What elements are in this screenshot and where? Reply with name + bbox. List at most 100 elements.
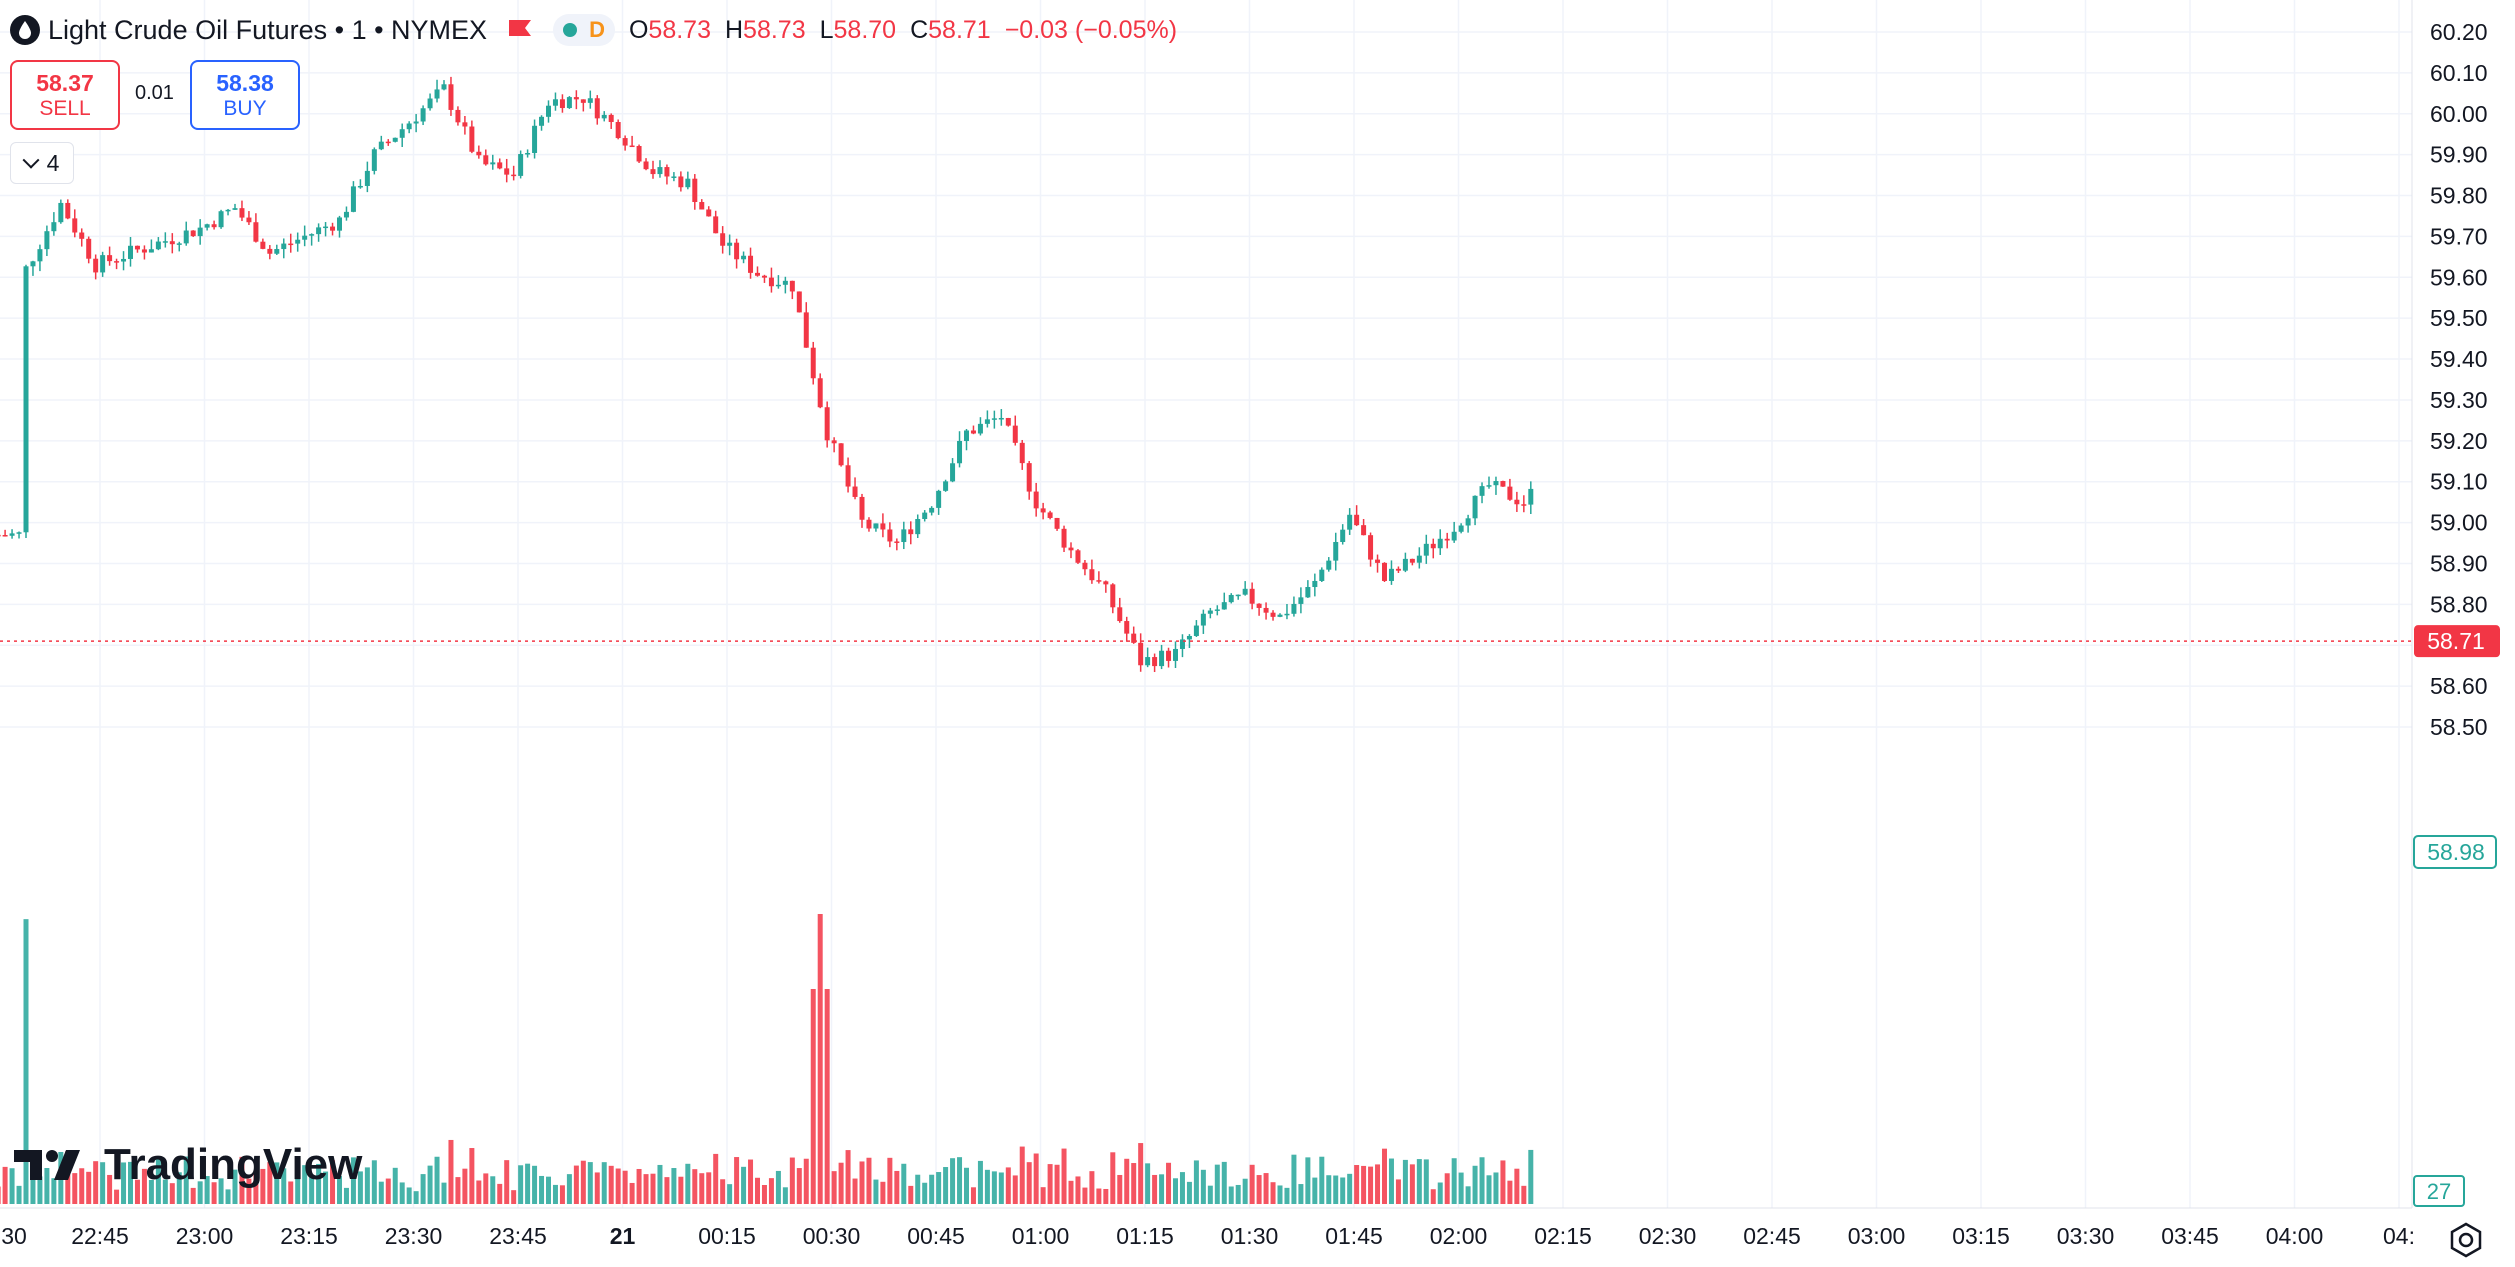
candle-body [357,185,363,188]
candle-body [1242,588,1248,595]
candle-body [622,138,628,146]
candle-body [134,245,140,250]
volume-bar [343,1187,349,1204]
x-tick-label: 00:15 [698,1223,756,1249]
candle-body [141,249,147,253]
candle-body [316,227,322,235]
symbol-title[interactable]: Light Crude Oil Futures • 1 • NYMEX [48,14,488,45]
candle-body [392,137,398,142]
y-tick-label: 59.40 [2430,346,2488,372]
volume-bar [1340,1177,1346,1204]
candle-body [1117,607,1123,622]
x-tick-label: 01:15 [1116,1223,1174,1249]
volume-bar [1395,1179,1401,1204]
indicators-toggle[interactable]: 4 [10,142,74,184]
volume-bar [1354,1165,1360,1204]
x-tick-label: 23:45 [489,1223,547,1249]
candle-body [566,97,572,109]
volume-bar [1221,1161,1227,1204]
volume-bar [964,1167,969,1204]
volume-bar [845,1150,851,1204]
volume-bar [30,1160,36,1204]
y-tick-label: 59.50 [2430,305,2488,331]
candle-body [455,109,461,123]
candle-body [295,239,301,244]
volume-bar [1270,1182,1276,1204]
candle-body [782,280,788,285]
volume-bar [1005,1167,1011,1204]
volume-bar [880,1181,886,1204]
candle-body [1437,538,1443,549]
candle-body [1402,558,1408,571]
x-tick-label: 22:45 [71,1223,129,1249]
settings-icon[interactable] [2446,1220,2486,1260]
candle-body [929,507,935,513]
volume-bar [1521,1185,1527,1204]
flag-icon[interactable] [507,18,533,42]
volume-bar [37,1176,43,1204]
buy-button[interactable]: 58.38 BUY [190,60,300,130]
candle-body [580,99,586,103]
candle-body [0,534,1,537]
x-tick-label: 04: [2383,1223,2415,1249]
sell-button[interactable]: 58.37 SELL [10,60,120,130]
candle-body [838,443,844,466]
candle-body [1110,584,1116,608]
delayed-badge: D [589,17,605,42]
candle-body [1416,555,1422,563]
volume-bar [587,1162,593,1204]
volume-bar [72,1173,78,1204]
candle-body [246,217,252,223]
volume-bar [469,1148,475,1204]
volume-bar [734,1157,740,1204]
candle-body [218,211,224,228]
volume-bar [490,1176,496,1204]
candle-body [1277,614,1283,617]
candle-body [1033,491,1039,509]
volume-bar [1437,1182,1443,1204]
volume-bar [155,1156,161,1204]
candle-body [302,235,308,240]
volume-bar [943,1167,949,1204]
volume-bar [1012,1175,1018,1204]
candle-body [1019,442,1025,464]
candle-body [1103,581,1109,585]
volume-bar [455,1177,461,1204]
volume-bar [552,1184,558,1204]
volume-bar [260,1168,266,1204]
volume-bar [936,1172,942,1204]
candle-body [1500,481,1506,487]
volume-bar [1514,1168,1520,1204]
x-tick-label: 03:30 [2057,1223,2115,1249]
y-tick-label: 59.00 [2430,510,2488,536]
candle-body [267,248,273,254]
candle-body [162,241,168,243]
volume-bar [190,1187,196,1204]
candle-body [991,418,997,420]
buy-label: BUY [223,96,267,120]
candle-body [629,145,635,148]
x-tick-label: 02:00 [1430,1223,1488,1249]
volume-bar [148,1179,154,1204]
volume-bar [810,989,816,1204]
volume-bar [1256,1175,1262,1204]
market-status-pill[interactable]: D [553,14,615,46]
volume-bar [629,1182,635,1204]
sell-price: 58.37 [36,69,94,96]
candle-body [950,463,956,482]
time-axis[interactable]: 30 22:45 23:00 23:15 23:30 23:45 21 00:15 00:30 0… [1,1223,2415,1249]
candle-body [601,114,607,119]
volume-bar [9,1168,15,1204]
candle-body [1340,529,1346,542]
volume-bar [1159,1174,1165,1204]
price-marker-other-label: 58.98 [2427,839,2485,865]
volume-bar [866,1157,872,1204]
candle-body [1173,648,1178,661]
volume-bar [350,1157,356,1204]
candle-body [525,152,531,155]
candle-body [1082,562,1088,570]
candle-body [65,202,71,219]
volume-bar [580,1160,586,1204]
x-tick-label: 30 [1,1223,27,1249]
